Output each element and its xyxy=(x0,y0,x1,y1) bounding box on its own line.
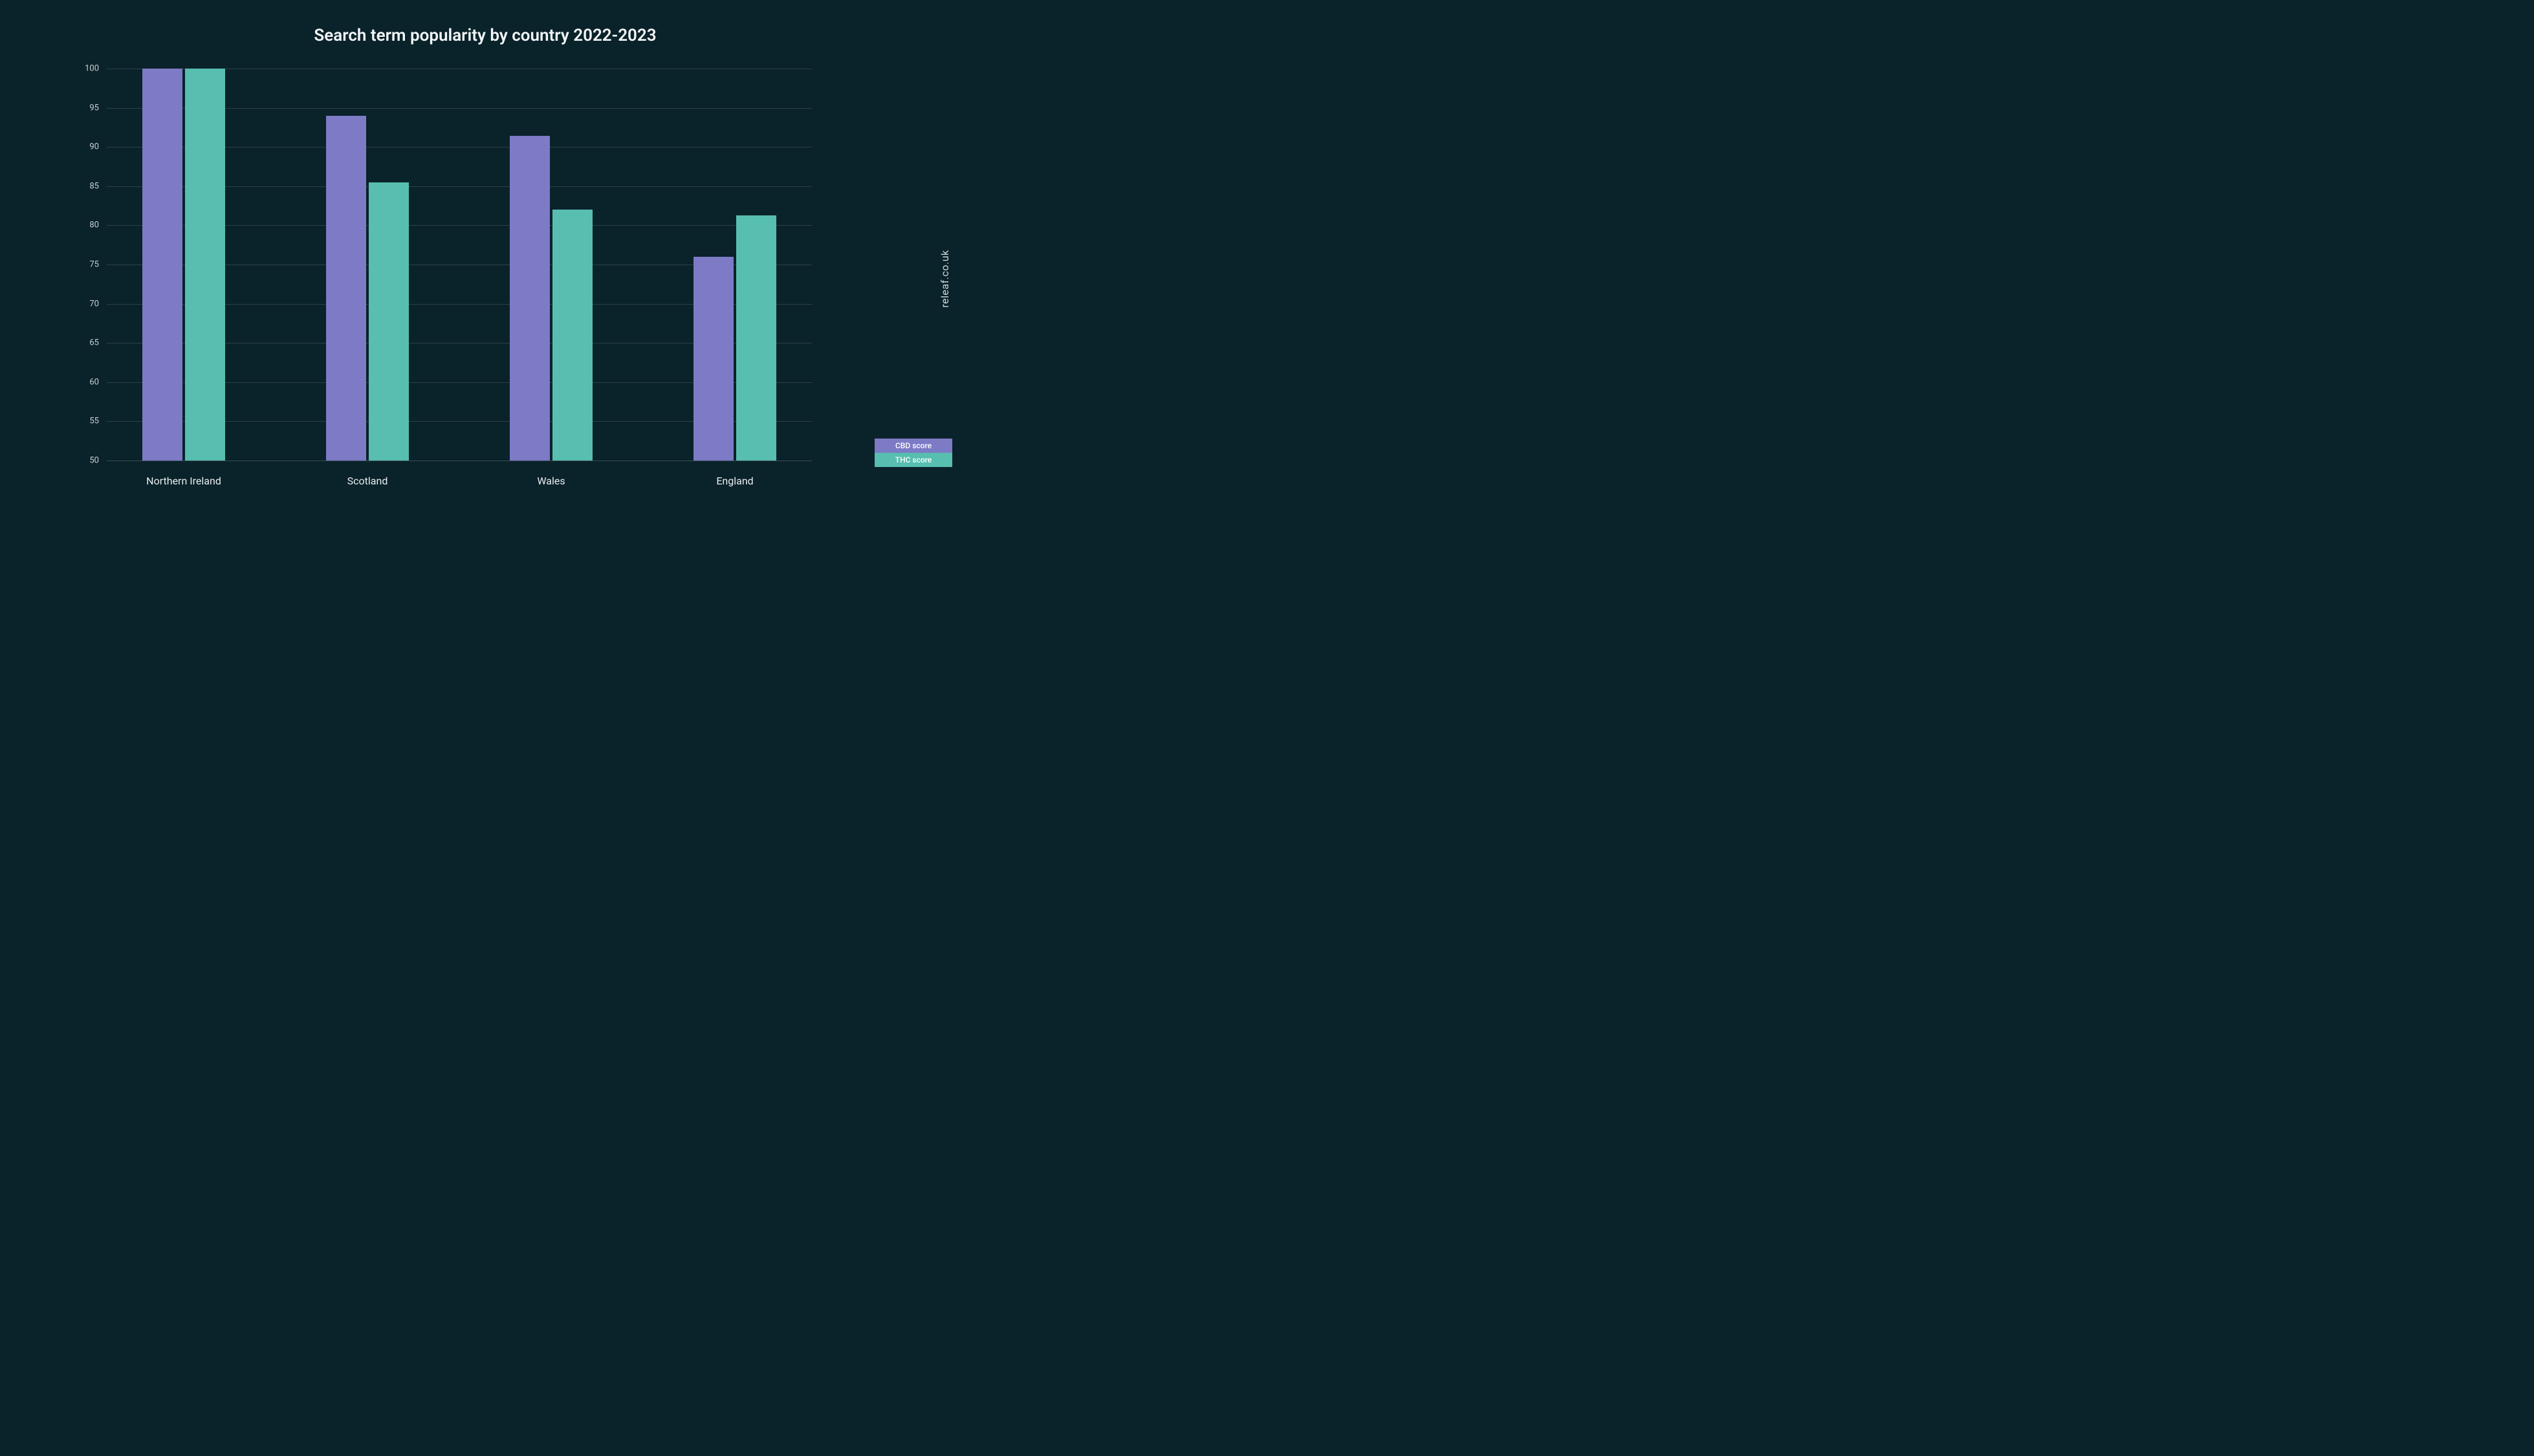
chart-legend: CBD scoreTHC score xyxy=(875,439,952,467)
y-tick-label: 90 xyxy=(89,142,99,152)
x-tick-label: Northern Ireland xyxy=(146,475,221,487)
x-tick-label: England xyxy=(716,475,753,487)
chart-title: Search term popularity by country 2022-2… xyxy=(0,26,970,45)
legend-item: CBD score xyxy=(875,439,952,453)
y-tick-label: 80 xyxy=(89,221,99,230)
y-tick-label: 50 xyxy=(89,456,99,466)
bar xyxy=(142,69,182,461)
bar xyxy=(552,210,593,461)
bar xyxy=(736,215,776,461)
y-tick-label: 100 xyxy=(85,64,99,74)
x-axis-labels: Northern Ireland Scotland Wales England xyxy=(107,461,812,493)
chart-stage: Search term popularity by country 2022-2… xyxy=(0,0,970,558)
y-tick-label: 65 xyxy=(89,338,99,348)
y-tick-label: 95 xyxy=(89,103,99,113)
x-tick-label: Scotland xyxy=(347,475,388,487)
bar xyxy=(326,116,366,461)
y-tick-label: 75 xyxy=(89,260,99,270)
y-tick-label: 60 xyxy=(89,377,99,387)
bar xyxy=(694,257,734,461)
bar xyxy=(510,136,550,461)
bar xyxy=(185,69,225,461)
legend-item: THC score xyxy=(875,453,952,467)
x-tick-label: Wales xyxy=(537,475,565,487)
y-tick-label: 85 xyxy=(89,181,99,191)
y-tick-label: 70 xyxy=(89,299,99,309)
y-tick-label: 55 xyxy=(89,417,99,426)
attribution-label: releaf.co.uk xyxy=(939,250,951,307)
chart-plot-area: 50556065707580859095100 xyxy=(107,69,812,461)
bar xyxy=(369,182,409,461)
